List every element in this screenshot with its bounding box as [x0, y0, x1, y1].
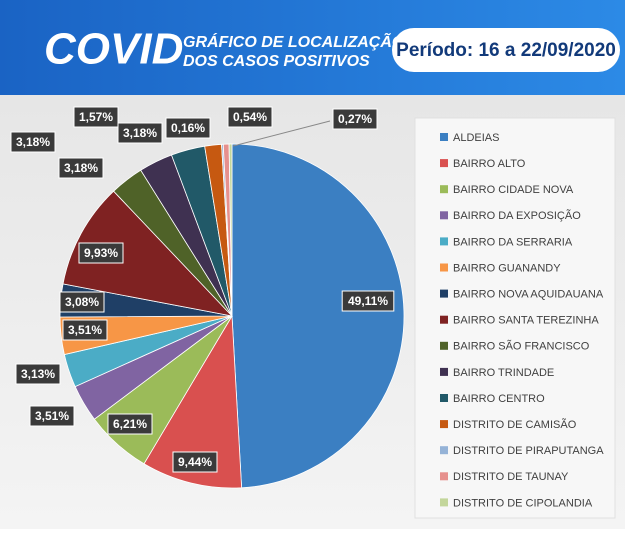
legend-label: DISTRITO DE CIPOLANDIA — [453, 497, 593, 509]
data-label-box — [165, 117, 211, 139]
data-label: 0,54% — [233, 110, 267, 124]
legend-label: BAIRRO DA EXPOSIÇÃO — [453, 209, 581, 222]
legend-swatch — [440, 133, 448, 141]
legend-swatch — [440, 367, 448, 376]
legend-swatch — [440, 394, 448, 402]
data-label: 0,16% — [171, 121, 205, 135]
data-label: 1,57% — [79, 110, 113, 124]
data-label: 3,08% — [65, 295, 99, 309]
chart-title: COVID — [44, 25, 183, 74]
data-label: 3,51% — [35, 409, 69, 423]
subtitle-line: DOS CASOS POSITIVOS — [183, 53, 370, 70]
pie — [59, 143, 405, 489]
data-label-box — [29, 405, 75, 427]
data-label: 3,18% — [123, 126, 157, 140]
pie-slice — [143, 314, 243, 489]
legend-label: BAIRRO NOVA AQUIDAUANA — [453, 289, 604, 301]
pie-slice — [231, 143, 405, 489]
legend-swatch — [440, 472, 448, 481]
data-label-box — [332, 108, 378, 130]
legend-label: DISTRITO DE TAUNAY — [453, 471, 569, 483]
legend-swatch — [440, 498, 448, 507]
legend-swatch — [440, 289, 448, 298]
pie-slice — [228, 143, 233, 317]
data-label: 3,18% — [64, 161, 98, 175]
data-label: 3,13% — [21, 367, 55, 381]
legend-swatch — [440, 263, 448, 272]
data-label-box — [15, 363, 61, 385]
data-label-box — [107, 413, 153, 435]
data-label-box — [78, 242, 124, 264]
data-label-box — [58, 157, 104, 179]
legend-swatch — [440, 446, 448, 455]
legend-label: DISTRITO DE CAMISÃO — [453, 418, 577, 431]
data-label-box — [73, 106, 119, 128]
data-label: 6,21% — [113, 417, 147, 431]
legend-swatch — [440, 420, 448, 429]
legend-label: BAIRRO TRINDADE — [453, 367, 554, 379]
data-label-box — [59, 291, 105, 313]
legend-label: BAIRRO CIDADE NOVA — [453, 184, 574, 196]
data-label-box — [227, 106, 273, 128]
data-label: 49,11% — [348, 294, 388, 308]
legend-label: BAIRRO GUANANDY — [453, 262, 561, 274]
subtitle-line: GRÁFICO DE LOCALIZAÇÃO — [183, 31, 405, 51]
period: Período: 16 a 22/09/2020 — [396, 40, 616, 61]
legend-swatch — [440, 185, 448, 194]
legend-label: BAIRRO CENTRO — [453, 393, 545, 405]
legend-swatch — [440, 341, 448, 350]
data-label: 9,93% — [84, 246, 118, 260]
data-label: 0,27% — [338, 112, 372, 126]
data-label-box — [62, 319, 108, 341]
data-label: 3,18% — [16, 135, 50, 149]
data-label-box — [341, 290, 395, 312]
legend-label: DISTRITO DE PIRAPUTANGA — [453, 445, 604, 457]
legend-label: BAIRRO ALTO — [453, 158, 526, 170]
data-label-box — [10, 131, 56, 153]
data-label-box — [117, 122, 163, 144]
legend-swatch — [440, 315, 448, 324]
legend-label: BAIRRO DA SERRARIA — [453, 236, 573, 248]
legend-swatch — [440, 159, 448, 168]
period-box — [392, 28, 620, 72]
legend-swatch — [440, 211, 448, 220]
legend-label: BAIRRO SÃO FRANCISCO — [453, 340, 590, 353]
pie-slice — [62, 190, 234, 317]
data-label: 3,51% — [68, 323, 102, 337]
data-label-box — [172, 451, 218, 473]
legend-box — [414, 117, 616, 519]
legend-label: ALDEIAS — [453, 132, 499, 144]
data-label: 9,44% — [178, 455, 212, 469]
legend-swatch — [440, 237, 448, 246]
leader-line — [232, 120, 331, 147]
legend-label: BAIRRO SANTA TEREZINHA — [453, 315, 599, 327]
